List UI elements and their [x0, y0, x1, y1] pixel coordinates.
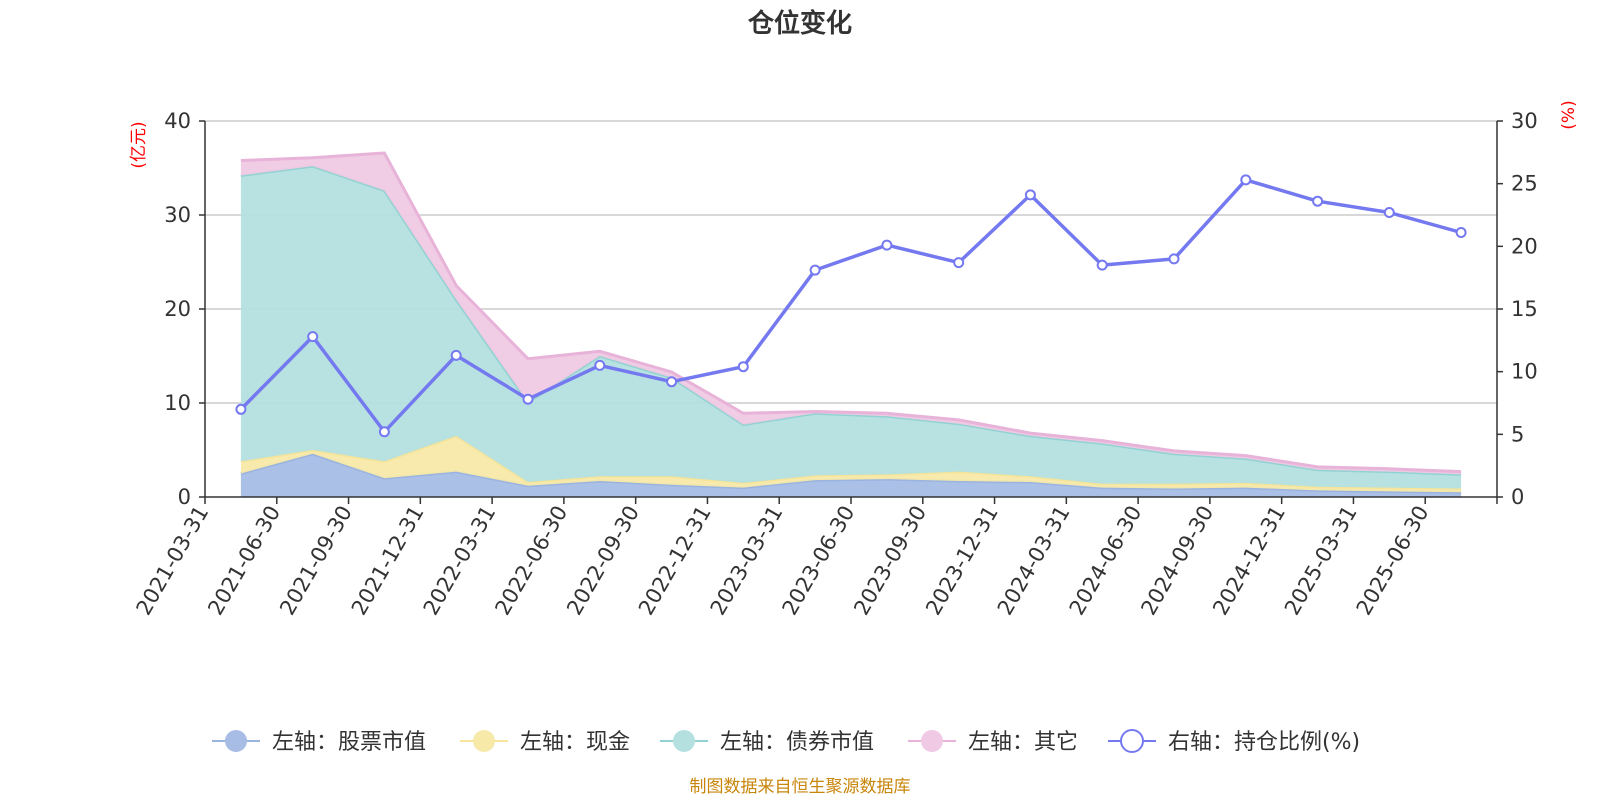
right-axis-unit: (%)	[1559, 100, 1579, 129]
left-tick-label: 0	[178, 485, 191, 509]
x-tick-label: 2022-09-30	[562, 502, 644, 620]
x-tick-label: 2021-06-30	[203, 502, 285, 620]
left-axis-unit: (亿元)	[129, 121, 149, 168]
ratio-line-layer	[235, 174, 1467, 438]
x-tick-label: 2022-06-30	[490, 502, 572, 620]
left-tick-label: 10	[164, 391, 191, 415]
right-tick-label: 25	[1511, 172, 1538, 196]
legend-marker	[473, 730, 495, 752]
ratio-point[interactable]	[737, 361, 749, 373]
ratio-point[interactable]	[1240, 174, 1252, 186]
ratio-point[interactable]	[1024, 189, 1036, 201]
ratio-point[interactable]	[809, 264, 821, 276]
area-series-2	[240, 435, 1462, 493]
area-series-3	[240, 166, 1462, 489]
ratio-point[interactable]	[1383, 207, 1395, 218]
right-tick-label: 20	[1511, 234, 1538, 258]
x-tick-label: 2022-12-31	[634, 502, 716, 620]
legend-label: 左轴：其它	[968, 730, 1078, 755]
ratio-point[interactable]	[378, 426, 390, 438]
area-series-1	[240, 453, 1462, 497]
left-tick-label: 20	[164, 297, 191, 321]
right-tick-label: 30	[1511, 109, 1538, 133]
ratio-point[interactable]	[953, 257, 965, 269]
x-tick-label: 2023-12-31	[921, 502, 1003, 620]
legend-item-1[interactable]: 左轴：股票市值	[212, 730, 426, 755]
legend[interactable]: 左轴：股票市值 左轴：现金 左轴：债券市值 左轴：其它 右轴：持仓比例(%)	[212, 729, 1360, 755]
x-tick-label: 2021-03-31	[132, 502, 214, 620]
ratio-point[interactable]	[1096, 259, 1108, 271]
x-tick-label: 2023-03-31	[706, 502, 788, 620]
x-tick-label: 2024-06-30	[1065, 502, 1147, 620]
ratio-point[interactable]	[1168, 253, 1180, 265]
x-tick-label: 2025-06-30	[1352, 502, 1434, 620]
legend-label: 左轴：股票市值	[272, 730, 426, 755]
legend-item-5[interactable]: 右轴：持仓比例(%)	[1108, 729, 1360, 755]
source-note: 制图数据来自恒生聚源数据库	[690, 777, 911, 797]
legend-marker	[225, 730, 247, 752]
x-tick-label: 2021-12-31	[347, 502, 429, 620]
right-tick-label: 10	[1511, 360, 1538, 384]
right-tick-label: 5	[1511, 422, 1524, 446]
x-tick-label: 2021-09-30	[275, 502, 357, 620]
left-tick-label: 30	[164, 203, 191, 227]
ratio-point[interactable]	[1455, 227, 1467, 238]
left-tick-label: 40	[164, 109, 191, 133]
stacked-areas	[240, 151, 1462, 497]
legend-item-4[interactable]: 左轴：其它	[908, 730, 1078, 755]
x-tick-label: 2022-03-31	[419, 502, 501, 620]
x-tick-label: 2025-03-31	[1280, 502, 1362, 620]
legend-marker	[921, 730, 943, 752]
x-tick-label: 2023-09-30	[849, 502, 931, 620]
ratio-point[interactable]	[666, 376, 678, 388]
legend-label: 左轴：债券市值	[720, 730, 874, 755]
right-tick-label: 15	[1511, 297, 1538, 321]
legend-marker	[1120, 729, 1144, 753]
legend-item-3[interactable]: 左轴：债券市值	[660, 730, 874, 755]
ratio-point[interactable]	[881, 239, 893, 251]
x-tick-label: 2024-09-30	[1136, 502, 1218, 620]
chart-title: 仓位变化	[747, 8, 852, 39]
x-tick-label: 2024-12-31	[1208, 502, 1290, 620]
x-tick-label: 2024-03-31	[993, 502, 1075, 620]
ratio-point[interactable]	[307, 331, 319, 343]
ratio-line	[239, 178, 1462, 434]
right-tick-label: 0	[1511, 485, 1524, 509]
x-tick-label: 2023-06-30	[778, 502, 860, 620]
ratio-point[interactable]	[1312, 195, 1324, 207]
ratio-point[interactable]	[235, 403, 247, 415]
legend-label: 左轴：现金	[520, 730, 630, 755]
ratio-point[interactable]	[450, 349, 462, 361]
legend-label: 右轴：持仓比例(%)	[1168, 730, 1360, 755]
ratio-point[interactable]	[522, 393, 534, 405]
legend-item-2[interactable]: 左轴：现金	[460, 730, 630, 755]
ratio-point[interactable]	[594, 359, 606, 371]
area-series-4-edge	[240, 151, 1462, 474]
legend-marker	[673, 730, 695, 752]
